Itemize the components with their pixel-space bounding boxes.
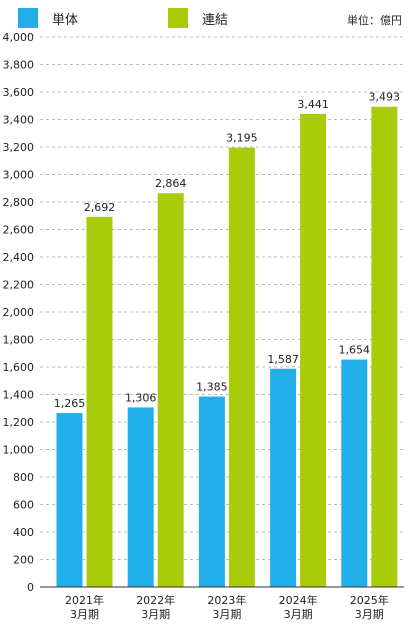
unit-label: 単位：億円 (347, 14, 402, 27)
y-tick-label: 600 (13, 499, 34, 512)
data-label-consolidated: 2,692 (84, 201, 116, 214)
x-tick-label-year: 2022年 (136, 593, 175, 607)
data-label-single: 1,265 (54, 397, 86, 410)
data-label-single: 1,306 (125, 391, 157, 404)
bar-consolidated (228, 147, 255, 587)
data-label-consolidated: 3,195 (226, 132, 258, 145)
data-label-single: 1,587 (267, 353, 299, 366)
bar-consolidated (157, 193, 184, 587)
legend-label-consolidated: 連結 (202, 12, 229, 28)
x-tick-label-period: 3月期 (284, 608, 313, 621)
data-label-consolidated: 3,441 (297, 98, 329, 111)
y-tick-label: 3,600 (3, 86, 35, 99)
data-label-single: 1,385 (196, 381, 228, 394)
y-tick-label: 4,000 (3, 31, 35, 44)
bar-single (198, 396, 225, 587)
y-tick-label: 2,400 (3, 251, 35, 264)
bar-layer (56, 106, 398, 588)
x-tick-label-period: 3月期 (70, 608, 99, 621)
legend-item-single: 単体 (18, 6, 78, 30)
y-axis-ticks: 0 200 400 600 800 1,000 1,200 1,400 1,600 1,800 2,… (3, 31, 35, 594)
x-tick-label-period: 3月期 (141, 608, 170, 621)
y-tick-label: 2,200 (3, 279, 35, 292)
y-tick-label: 800 (13, 471, 34, 484)
y-tick-label: 3,200 (3, 141, 35, 154)
legend-label-single: 単体 (52, 12, 79, 28)
bar-single (127, 407, 154, 587)
bar-consolidated (300, 113, 327, 588)
y-tick-label: 2,000 (3, 306, 35, 319)
x-tick-label-year: 2024年 (279, 593, 318, 607)
legend-swatch-single (18, 8, 38, 28)
x-tick-label-year: 2025年 (350, 593, 389, 607)
y-tick-label: 1,600 (3, 361, 35, 374)
y-tick-label: 3,000 (3, 169, 35, 182)
y-tick-label: 1,200 (3, 416, 35, 429)
y-tick-label: 3,800 (3, 59, 35, 72)
legend-item-consolidated: 連結 (168, 6, 228, 30)
y-tick-label: 2,800 (3, 196, 35, 209)
bar-single (270, 368, 297, 587)
y-tick-label: 400 (13, 526, 34, 539)
y-tick-label: 2,600 (3, 224, 35, 237)
data-label-consolidated: 2,864 (155, 177, 187, 190)
y-tick-label: 3,400 (3, 114, 35, 127)
y-tick-label: 1,000 (3, 444, 35, 457)
data-label-single: 1,654 (339, 344, 371, 357)
x-tick-label-year: 2023年 (207, 593, 246, 607)
y-tick-label: 1,400 (3, 389, 35, 402)
data-label-layer: 1,265 2,692 1,306 2,864 1,385 3,195 1,587 3,441… (54, 91, 400, 410)
bar-single (341, 359, 368, 587)
bar-consolidated (371, 106, 398, 588)
legend-swatch-consolidated (168, 8, 188, 28)
x-tick-label-period: 3月期 (355, 608, 384, 621)
bar-single (56, 413, 83, 587)
y-tick-label: 1,800 (3, 334, 35, 347)
bar-consolidated (86, 216, 113, 587)
data-label-consolidated: 3,493 (369, 91, 401, 104)
x-tick-label-year: 2021年 (65, 593, 104, 607)
y-tick-label: 200 (13, 554, 34, 567)
x-tick-label-period: 3月期 (212, 608, 241, 621)
y-tick-label: 0 (27, 581, 34, 594)
